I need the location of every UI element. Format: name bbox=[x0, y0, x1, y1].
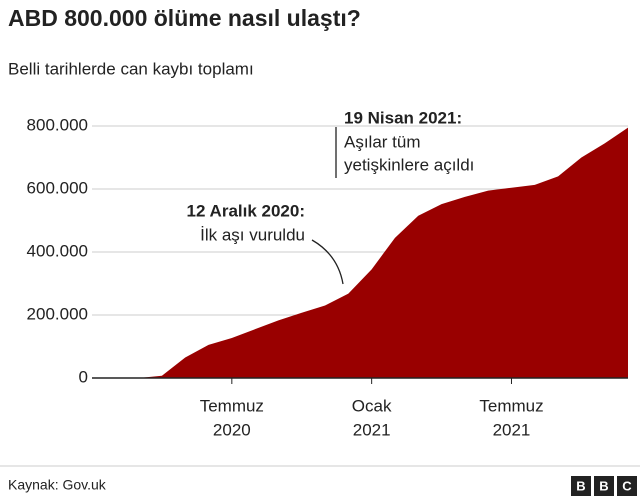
annotation-text: İlk aşı vuruldu bbox=[200, 225, 305, 244]
chart-title: ABD 800.000 ölüme nasıl ulaştı? bbox=[8, 5, 361, 31]
area bbox=[92, 127, 628, 378]
y-tick-label: 800.000 bbox=[27, 115, 88, 134]
annotation-title: 19 Nisan 2021: bbox=[344, 108, 462, 127]
annotation-text: Aşılar tüm bbox=[344, 132, 421, 151]
x-tick-label: 2020 bbox=[213, 420, 251, 439]
y-tick-label: 400.000 bbox=[27, 241, 88, 260]
logo: B B C bbox=[571, 476, 637, 496]
y-tick-label: 0 bbox=[79, 367, 88, 386]
x-tick-label: Ocak bbox=[352, 396, 392, 415]
logo-block bbox=[617, 476, 637, 496]
logo-letter: B bbox=[576, 478, 585, 493]
y-tick-label: 600.000 bbox=[27, 178, 88, 197]
logo-block bbox=[571, 476, 591, 496]
source: Kaynak: Gov.uk bbox=[8, 477, 107, 493]
x-tick-label: 2021 bbox=[353, 420, 391, 439]
x-tick-label: Temmuz bbox=[200, 396, 264, 415]
logo-letter: B bbox=[599, 478, 608, 493]
annotation-text: yetişkinlere açıldı bbox=[344, 155, 474, 174]
x-tick-label: Temmuz bbox=[479, 396, 543, 415]
y-tick-label: 200.000 bbox=[27, 304, 88, 323]
x-tick-label: 2021 bbox=[493, 420, 531, 439]
logo-letter: C bbox=[622, 478, 632, 493]
logo-block bbox=[594, 476, 614, 496]
annotation-title: 12 Aralık 2020: bbox=[187, 201, 305, 220]
annotation-leader bbox=[311, 239, 344, 285]
chart-subtitle: Belli tarihlerde can kaybı toplamı bbox=[8, 59, 254, 78]
